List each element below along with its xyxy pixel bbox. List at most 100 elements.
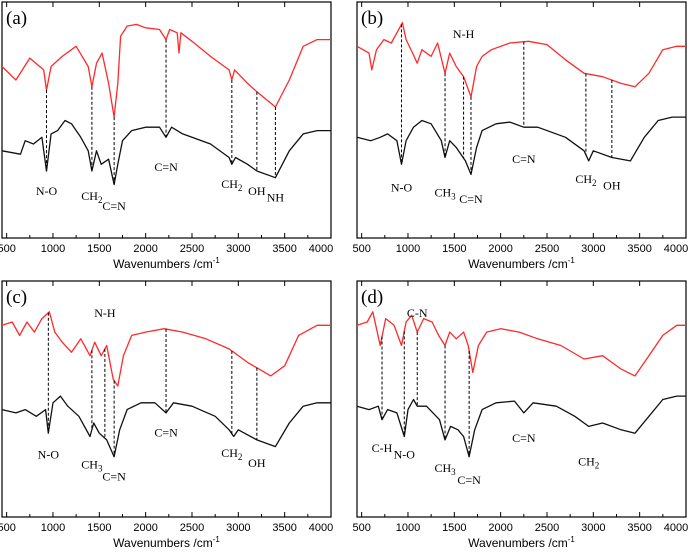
- peak-annotation: N-O: [38, 448, 60, 462]
- peak-annotation-sub: 2: [98, 195, 103, 205]
- peak-annotation-text: N-H: [453, 27, 475, 41]
- peak-annotation: C-N: [407, 306, 428, 320]
- x-tick-label: 3500: [272, 522, 296, 534]
- x-tick-label: 2500: [180, 243, 204, 255]
- peak-annotation-text: CH: [221, 446, 238, 460]
- panel-3: (d) 500 1000 1500 2000 2500 3000 3500 4000 Wavenu…: [352, 280, 688, 550]
- peak-annotation-sub: 2: [595, 460, 600, 470]
- peak-annotation-text: CH: [578, 454, 595, 468]
- x-tick-label: 3000: [581, 243, 605, 255]
- peak-annotation: OH: [248, 184, 266, 198]
- x-tick-label: 3000: [226, 522, 250, 534]
- plot-frame: [1, 280, 332, 518]
- peak-annotation-text: N-O: [36, 184, 58, 198]
- peak-annotation-text: OH: [603, 179, 621, 193]
- peak-annotation-text: N-O: [38, 448, 60, 462]
- x-axis-label-sup: -1: [213, 535, 221, 544]
- peak-annotation: C=N: [154, 426, 178, 440]
- x-tick-label: 1500: [87, 243, 111, 255]
- peak-annotation: N-O: [36, 184, 58, 198]
- peak-annotation: C=N: [102, 199, 126, 213]
- x-tick-label: 1500: [442, 243, 466, 255]
- series-line-top: [356, 311, 686, 377]
- x-tick-label: 4000: [664, 522, 688, 534]
- x-tick-label: 500: [0, 243, 16, 255]
- peak-annotation: NH: [267, 191, 285, 205]
- x-axis-label: Wavenumbers /cm-1: [468, 535, 575, 550]
- peak-annotation-sub: 2: [238, 183, 243, 193]
- peak-annotation: C-H: [372, 441, 393, 455]
- x-axis-label-sup: -1: [568, 535, 576, 544]
- x-tick-label: 3500: [627, 522, 651, 534]
- panel-label: (b): [361, 8, 383, 29]
- peak-annotation-text: C=N: [459, 192, 483, 206]
- x-tick-label: 3500: [272, 243, 296, 255]
- series-line-top: [356, 22, 686, 98]
- peak-annotation: N-O: [394, 448, 416, 462]
- x-axis-label-sup: -1: [568, 256, 576, 265]
- x-tick-label: 2500: [180, 522, 204, 534]
- x-tick-label: 1500: [442, 522, 466, 534]
- peak-annotation: CH2: [578, 454, 599, 470]
- x-tick-label: 1000: [41, 243, 65, 255]
- peak-annotation: N-O: [391, 180, 413, 194]
- peak-annotation: CH3: [434, 185, 456, 201]
- x-tick-label: 1000: [396, 522, 420, 534]
- peak-annotation: CH2: [221, 177, 242, 193]
- peak-annotation-text: C-H: [372, 441, 393, 455]
- x-axis-label-sup: -1: [213, 256, 221, 265]
- x-axis-label: Wavenumbers /cm-1: [468, 256, 575, 271]
- panel-1: (b) 500 1000 1500 2000 2500 3000 3500 4000 Wavenu…: [352, 1, 688, 271]
- series-line-top: [1, 311, 331, 387]
- peak-annotation: N-H: [94, 306, 116, 320]
- series-line-top: [1, 23, 331, 118]
- peak-annotation-text: OH: [248, 184, 266, 198]
- peak-annotation-text: CH: [221, 177, 238, 191]
- series-line-bottom: [356, 116, 686, 176]
- x-tick-label: 2500: [535, 522, 559, 534]
- peak-annotation: OH: [248, 456, 266, 470]
- peak-annotation: CH2: [81, 189, 102, 205]
- peak-annotation: C=N: [512, 152, 536, 166]
- x-tick-label: 500: [352, 243, 370, 255]
- peak-annotation: CH2: [575, 172, 596, 188]
- x-tick-label: 500: [352, 522, 370, 534]
- panel-label: (a): [6, 8, 27, 29]
- peak-annotation-text: NH: [267, 191, 285, 205]
- peak-annotation: C=N: [512, 431, 536, 445]
- peak-annotation-text: CH: [575, 172, 592, 186]
- x-tick-label: 3500: [627, 243, 651, 255]
- peak-annotation-text: C=N: [512, 152, 536, 166]
- panel-2: (c) 500 1000 1500 2000 2500 3000 3500 4000 Wavenu…: [0, 280, 333, 550]
- plot-frame: [1, 1, 332, 239]
- peak-annotation-sub: 3: [451, 467, 456, 477]
- peak-annotation-text: C=N: [457, 473, 481, 487]
- x-tick-label: 1500: [87, 522, 111, 534]
- x-axis-label: Wavenumbers /cm-1: [113, 535, 220, 550]
- plot-frame: [356, 1, 687, 239]
- peak-annotation-sub: 2: [592, 178, 597, 188]
- peak-annotation-text: N-O: [394, 448, 416, 462]
- x-tick-label: 2000: [488, 243, 512, 255]
- peak-annotation-text: C=N: [102, 199, 126, 213]
- peak-annotation: C=N: [457, 473, 481, 487]
- peak-annotation-sub: 2: [238, 452, 243, 462]
- peak-annotation: N-H: [453, 27, 475, 41]
- x-tick-label: 1000: [41, 522, 65, 534]
- plot-frame: [356, 280, 687, 518]
- peak-annotation-sub: 3: [98, 464, 103, 474]
- x-tick-label: 3000: [226, 243, 250, 255]
- peak-annotation-text: N-H: [94, 306, 116, 320]
- panel-0: (a) 500 1000 1500 2000 2500 3000 3500 4000 Wavenu…: [0, 1, 333, 271]
- panel-label: (c): [6, 287, 27, 308]
- peak-annotation-text: CH: [81, 458, 98, 472]
- x-tick-label: 3000: [581, 522, 605, 534]
- x-tick-label: 2000: [488, 522, 512, 534]
- peak-annotation: C=N: [102, 470, 126, 484]
- peak-annotation: CH2: [221, 446, 242, 462]
- x-tick-label: 1000: [396, 243, 420, 255]
- series-line-bottom: [1, 119, 331, 186]
- peak-annotation-text: C=N: [102, 470, 126, 484]
- peak-annotation: OH: [603, 179, 621, 193]
